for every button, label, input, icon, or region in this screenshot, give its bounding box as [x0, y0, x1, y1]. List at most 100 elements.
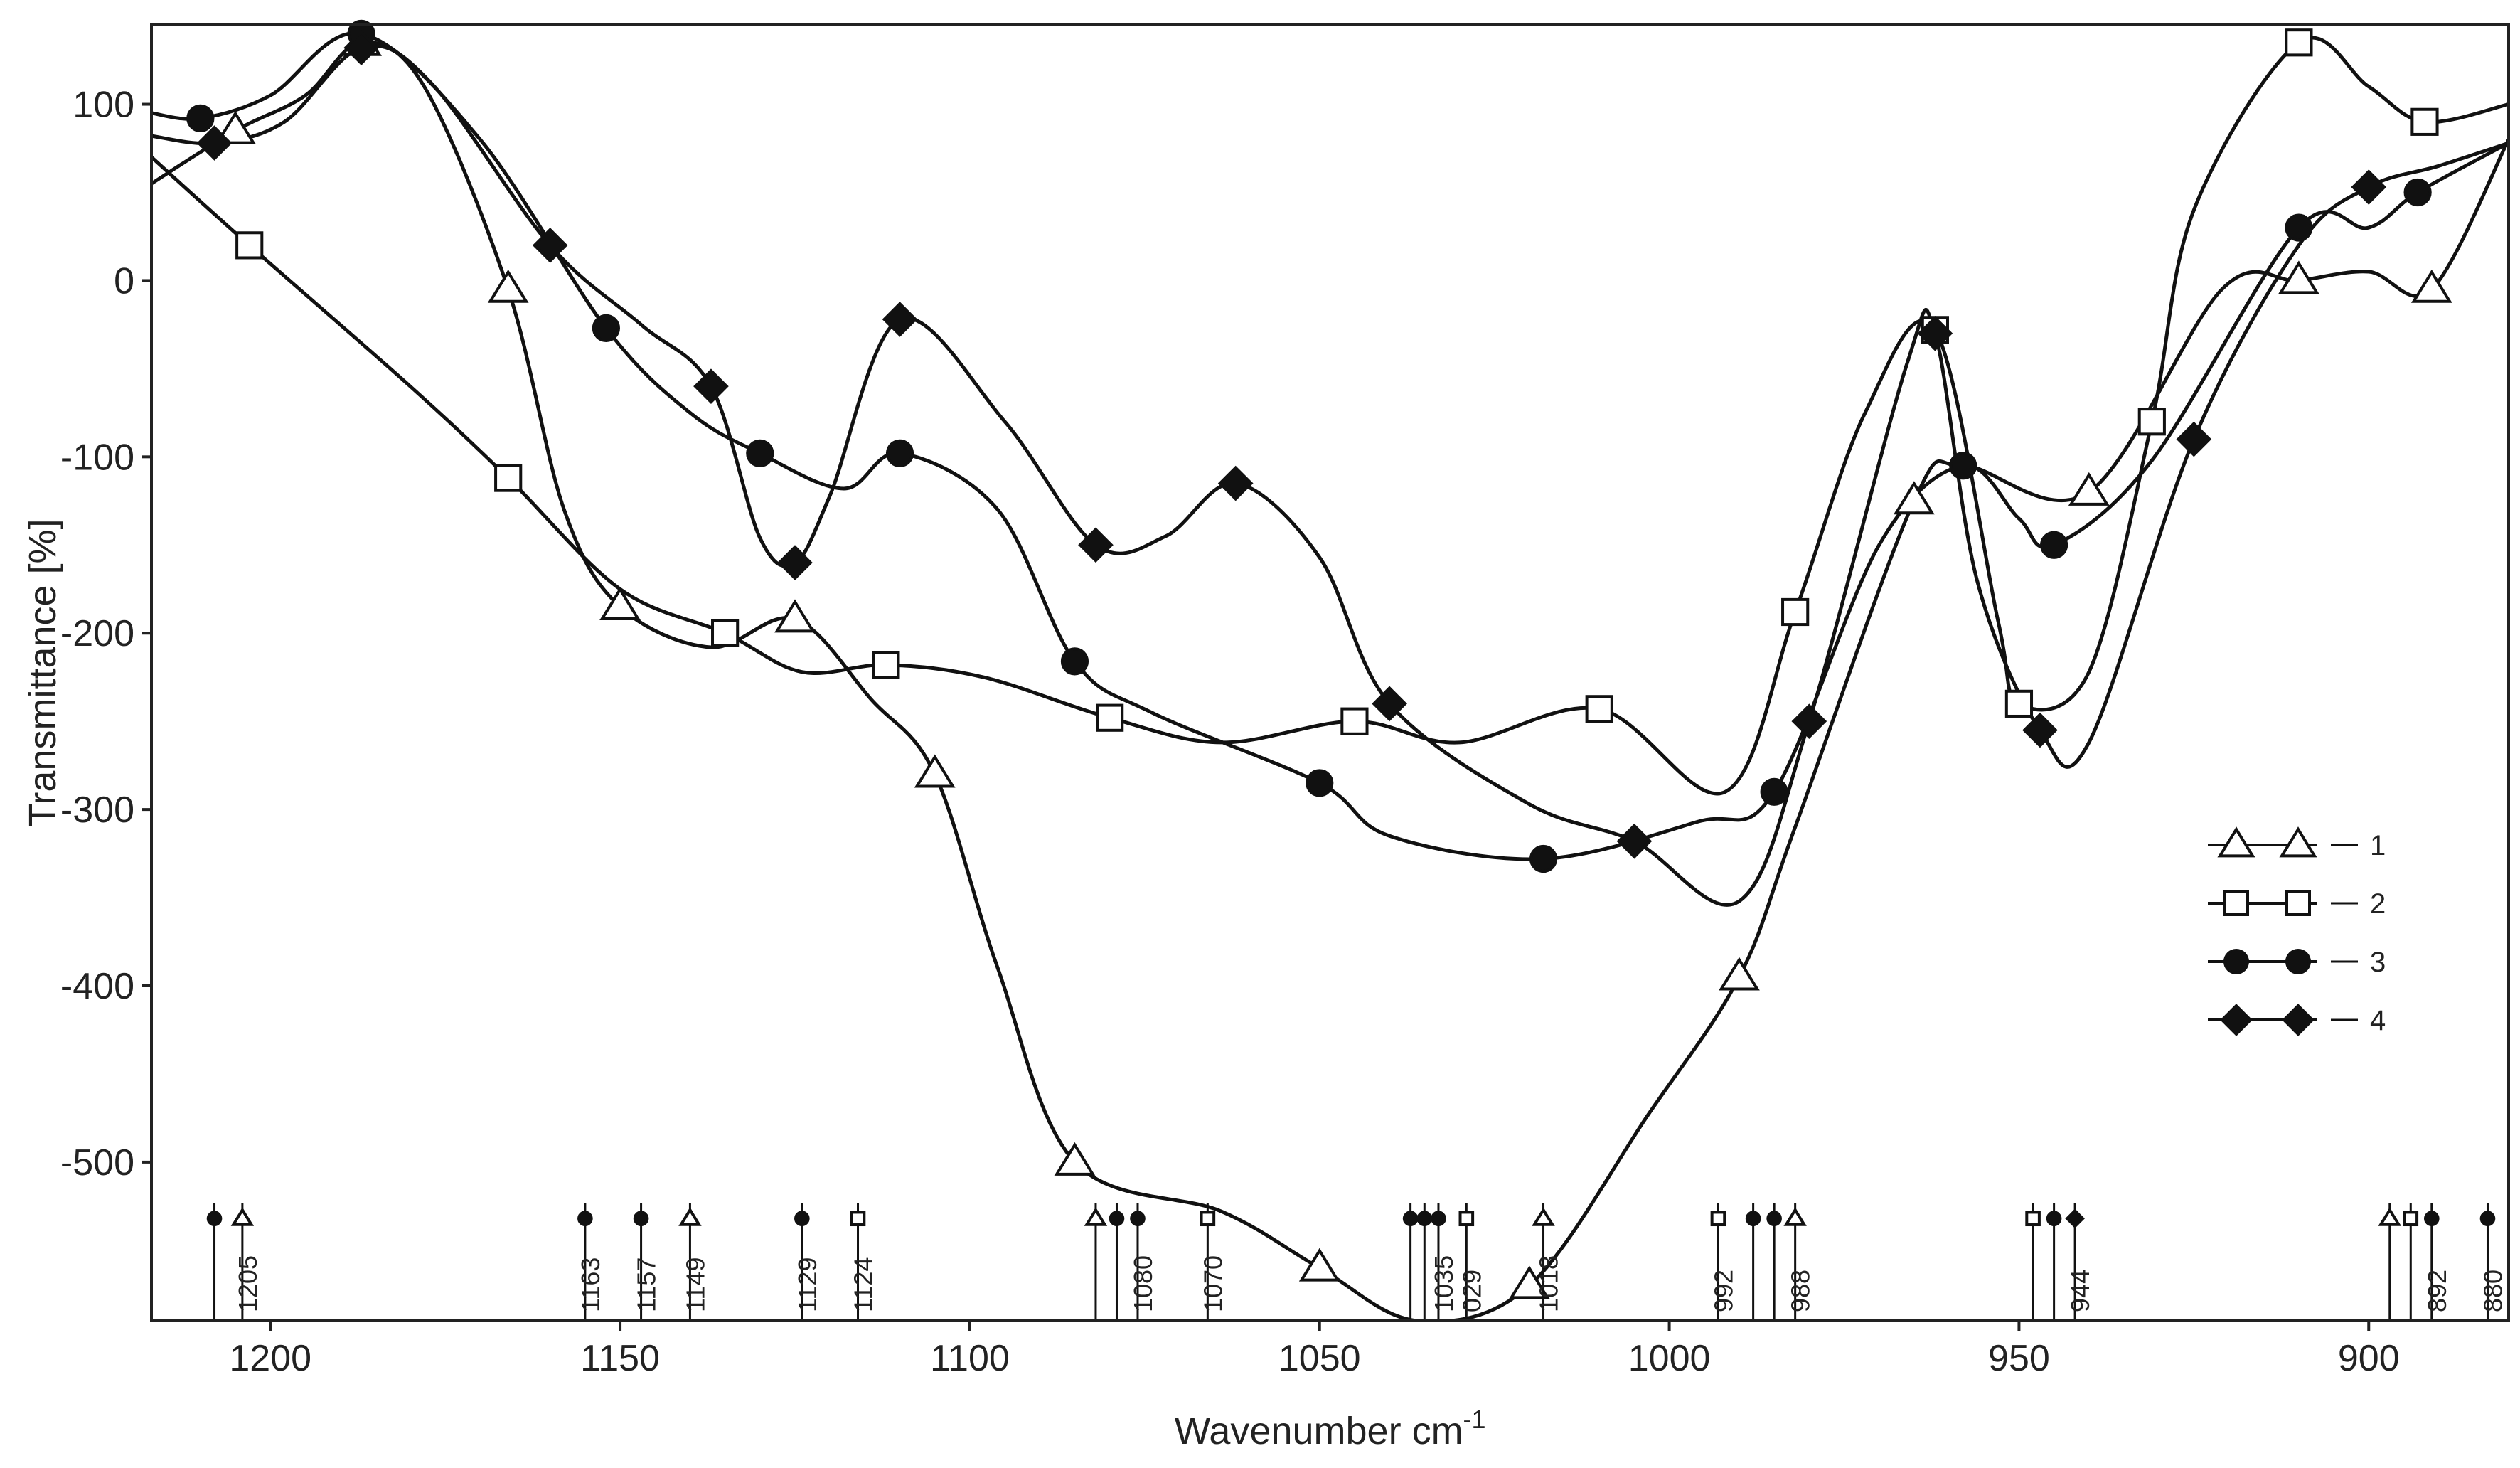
y-tick-label: -100	[60, 437, 134, 478]
peak-marker	[1766, 1211, 1782, 1227]
peak-marker	[2046, 1211, 2062, 1227]
y-tick-label: -500	[60, 1142, 134, 1184]
peak-label: 1080	[1128, 1255, 1158, 1312]
legend-item: 2	[2208, 888, 2386, 920]
peak-label: 1035	[1429, 1255, 1458, 1312]
peak-marker	[206, 1211, 223, 1227]
peak-label: 1129	[793, 1257, 822, 1312]
series-3-point	[885, 439, 914, 467]
series-1-point	[487, 269, 529, 303]
peak-marker	[577, 1211, 593, 1227]
peak-label: 1018	[1534, 1255, 1564, 1312]
legend-marker	[2279, 826, 2317, 858]
peak-label: 1124	[849, 1257, 878, 1312]
series-1-point	[774, 599, 816, 633]
peak-group: 1149	[678, 1203, 710, 1321]
series-3-point	[1306, 769, 1334, 797]
series-4-point	[1078, 527, 1114, 563]
peak-group: 1157	[632, 1203, 661, 1321]
peak-marker	[1532, 1207, 1555, 1226]
peak-marker	[2403, 1211, 2419, 1227]
series-1-point	[215, 110, 256, 144]
peak-label: 880	[2478, 1270, 2507, 1312]
y-tick-label: -200	[60, 613, 134, 654]
peak-group: 1018	[1532, 1203, 1564, 1321]
peak-group: 944	[2025, 1203, 2095, 1321]
legend-marker	[2217, 826, 2255, 858]
peak-marker	[1431, 1211, 1446, 1227]
series-1-point	[1719, 957, 1760, 991]
x-tick-label: 1150	[580, 1338, 660, 1379]
peak-group: 992	[1709, 1203, 1738, 1321]
series-2-point	[494, 464, 523, 492]
legend-label: 2	[2370, 888, 2386, 920]
peak-label: 1157	[632, 1257, 661, 1312]
series-2-point	[2410, 107, 2439, 136]
series-4-point	[693, 368, 729, 405]
y-axis-title: Transmittance [%]	[21, 518, 64, 826]
peak-marker	[2065, 1208, 2085, 1229]
peak-marker	[230, 1207, 255, 1226]
peak-marker	[2479, 1211, 2496, 1227]
peak-marker	[1200, 1211, 1216, 1227]
series-4-point	[1372, 686, 1407, 722]
series-2-point	[235, 231, 264, 260]
series-3-point	[1060, 647, 1089, 676]
series-2-point	[711, 619, 740, 647]
peak-marker	[850, 1211, 866, 1227]
peak-label: 944	[2066, 1270, 2095, 1312]
peak-group: 988	[1745, 1203, 1815, 1321]
legend-item: 4	[2208, 1004, 2386, 1036]
peak-marker	[678, 1207, 702, 1226]
peak-marker	[1458, 1211, 1475, 1227]
series-3-point	[1760, 777, 1788, 806]
legend-label: 1	[2370, 830, 2386, 861]
series-1-point	[1054, 1142, 1096, 1176]
legend-item: 1	[2208, 826, 2386, 861]
peak-label: 992	[1709, 1270, 1738, 1312]
x-tick-label: 900	[2338, 1338, 2400, 1379]
series-markers	[186, 19, 2452, 1299]
series-1-point	[1508, 1265, 1550, 1299]
x-tick-label: 1000	[1628, 1338, 1711, 1379]
series-1-point	[2068, 472, 2110, 506]
y-tick-label: 0	[114, 260, 134, 302]
legend-label: 3	[2370, 947, 2386, 978]
series-1-point	[2278, 260, 2319, 294]
y-tick-label: -300	[60, 789, 134, 831]
x-axis-title-main: Wavenumber cm	[1174, 1410, 1463, 1452]
series-3-point	[1529, 844, 1558, 873]
peak-marker	[633, 1211, 649, 1227]
peak-marker	[2423, 1211, 2440, 1227]
series-3-point	[2403, 178, 2432, 207]
series-1-point	[599, 587, 641, 620]
series-2-line	[151, 36, 2509, 796]
peak-marker	[794, 1211, 810, 1227]
peak-marker	[2025, 1211, 2041, 1227]
x-tick-label: 950	[1988, 1338, 2050, 1379]
legend-marker	[2220, 1004, 2253, 1036]
legend: 1 2 3 4	[2208, 826, 2386, 1036]
series-1-point	[1893, 481, 1935, 515]
series-3-point	[1949, 452, 1977, 480]
series-2-point	[872, 651, 900, 679]
peak-group: 880	[2478, 1203, 2507, 1321]
peak-label: 1163	[576, 1257, 605, 1312]
series-3-point	[2040, 531, 2068, 559]
series-2-point	[1585, 695, 1613, 723]
series-4-point	[1791, 703, 1827, 739]
plot-frame	[150, 23, 2510, 1322]
peak-label: 029	[1457, 1270, 1486, 1312]
peak-marker	[1745, 1211, 1761, 1227]
peak-marker	[1130, 1211, 1146, 1227]
series-4-point	[777, 545, 813, 580]
peak-group: 1129	[793, 1203, 822, 1321]
x-axis-title-superscript: -1	[1463, 1405, 1486, 1434]
legend-marker	[2285, 949, 2311, 974]
series-1-point	[2410, 269, 2452, 303]
peak-group: 1035	[1402, 1203, 1458, 1321]
